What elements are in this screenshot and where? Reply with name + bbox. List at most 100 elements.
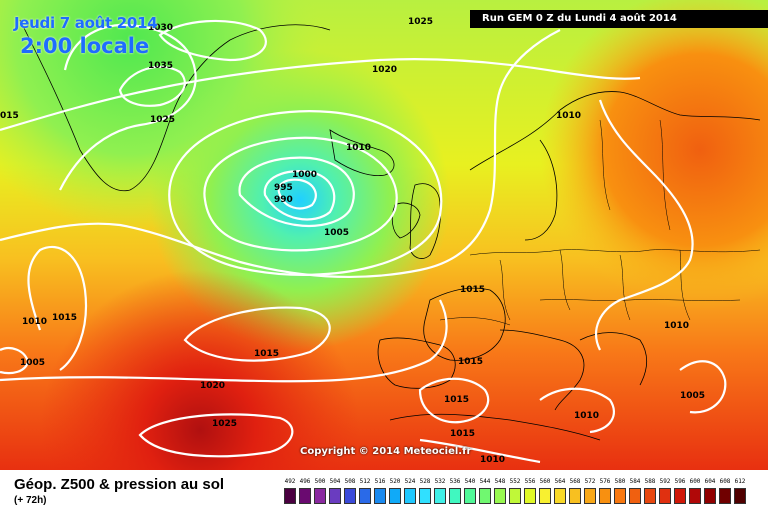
scale-tick-label: 544 [479, 478, 491, 485]
isobar-labels: 1030 1025 1035 1020 015 1025 1010 1000 9… [0, 17, 705, 465]
scale-tick-label: 524 [404, 478, 416, 485]
scale-swatch [464, 488, 476, 504]
isobar-1035-outer [158, 19, 267, 62]
isobar-1005-west [0, 346, 30, 375]
scale-swatch [644, 488, 656, 504]
legend-footer: Géop. Z500 & pression au sol (+ 72h) 492… [0, 470, 768, 512]
isobar-lines [0, 19, 727, 464]
isobar-label: 1010 [480, 455, 505, 465]
isobar-1020-south [0, 299, 448, 383]
scale-tick-label: 600 [689, 478, 701, 485]
isobar-label: 1010 [664, 321, 689, 331]
scale-swatch [629, 488, 641, 504]
scale-tick-label: 512 [359, 478, 371, 485]
scale-tick-label: 536 [449, 478, 461, 485]
isobar-990 [277, 178, 317, 210]
isobar-label: 1010 [22, 317, 47, 327]
color-scale: 492 496 500 504 508 512 516 520 524 528 532 536 540 5… [284, 478, 754, 510]
scale-tick-label: 492 [284, 478, 296, 485]
scale-swatch [314, 488, 326, 504]
scale-swatch [494, 488, 506, 504]
isobar-label: 1015 [460, 285, 485, 295]
isobar-label: 995 [274, 183, 293, 193]
forecast-date: Jeudi 7 août 2014 [14, 14, 158, 32]
scale-tick-label: 604 [704, 478, 716, 485]
isobar-label: 1025 [212, 419, 237, 429]
isobar-1025 [59, 23, 197, 191]
scale-swatch [299, 488, 311, 504]
isobar-label: 1030 [148, 23, 173, 33]
scale-swatch [584, 488, 596, 504]
isobar-1010-east [595, 99, 694, 351]
scale-tick-label: 572 [584, 478, 596, 485]
scale-swatch [344, 488, 356, 504]
scale-tick-label: 516 [374, 478, 386, 485]
isobar-label: 1025 [408, 17, 433, 27]
isobar-995 [263, 170, 336, 221]
scale-swatch [374, 488, 386, 504]
scale-swatch [524, 488, 536, 504]
scale-swatch [404, 488, 416, 504]
isobar-label: 015 [0, 111, 19, 121]
isobar-label: 1010 [574, 411, 599, 421]
scale-swatch [389, 488, 401, 504]
scale-tick-label: 500 [314, 478, 326, 485]
isobar-label: 1005 [324, 228, 349, 238]
scale-swatch [614, 488, 626, 504]
isobar-label: 1005 [680, 391, 705, 401]
borders [439, 119, 761, 326]
copyright: Copyright © 2014 Meteociel.fr [300, 446, 472, 457]
isobar-1000 [238, 156, 355, 227]
isobar-1015-med [418, 377, 490, 424]
scale-swatch [599, 488, 611, 504]
run-info: Run GEM 0 Z du Lundi 4 août 2014 [470, 10, 768, 28]
scale-tick-label: 612 [734, 478, 746, 485]
legend-title: Géop. Z500 & pression au sol [14, 476, 225, 493]
isobar-1005 [203, 136, 398, 252]
isobar-1015 [0, 29, 561, 279]
scale-swatch [689, 488, 701, 504]
isobar-label: 1020 [200, 381, 225, 391]
scale-swatch [569, 488, 581, 504]
map-canvas: 1030 1025 1035 1020 015 1025 1010 1000 9… [0, 0, 768, 470]
scale-swatch [674, 488, 686, 504]
scale-tick-label: 564 [554, 478, 566, 485]
scale-swatch [704, 488, 716, 504]
scale-tick-label: 532 [434, 478, 446, 485]
isobar-label: 1015 [444, 395, 469, 405]
isobar-label: 1025 [150, 115, 175, 125]
isobar-1015-west [27, 245, 88, 371]
scale-swatch [659, 488, 671, 504]
isobar-1025-south [138, 413, 294, 458]
scale-tick-label: 568 [569, 478, 581, 485]
scale-swatch [434, 488, 446, 504]
scale-tick-label: 548 [494, 478, 506, 485]
scale-tick-label: 520 [389, 478, 401, 485]
scale-tick-label: 508 [344, 478, 356, 485]
isobar-label: 1015 [458, 357, 483, 367]
isobar-1005-east [679, 360, 727, 414]
scale-swatch [479, 488, 491, 504]
scale-swatch [509, 488, 521, 504]
scale-tick-label: 496 [299, 478, 311, 485]
scale-tick-label: 592 [659, 478, 671, 485]
scale-swatch [719, 488, 731, 504]
legend-subtitle: (+ 72h) [14, 495, 47, 506]
scale-tick-label: 552 [509, 478, 521, 485]
isobar-1010-south [419, 438, 541, 464]
scale-tick-label: 504 [329, 478, 341, 485]
scale-tick-label: 540 [464, 478, 476, 485]
weather-map: 1030 1025 1035 1020 015 1025 1010 1000 9… [0, 0, 768, 470]
scale-tick-label: 528 [419, 478, 431, 485]
isobar-label: 1020 [372, 65, 397, 75]
scale-tick-label: 596 [674, 478, 686, 485]
scale-tick-label: 576 [599, 478, 611, 485]
isobar-label: 1000 [292, 170, 317, 180]
scale-swatch [419, 488, 431, 504]
isobar-label: 1015 [52, 313, 77, 323]
isobar-1030 [118, 65, 186, 107]
scale-swatch [554, 488, 566, 504]
isobar-1020-north [0, 58, 641, 132]
scale-tick-label: 560 [539, 478, 551, 485]
scale-swatch [359, 488, 371, 504]
